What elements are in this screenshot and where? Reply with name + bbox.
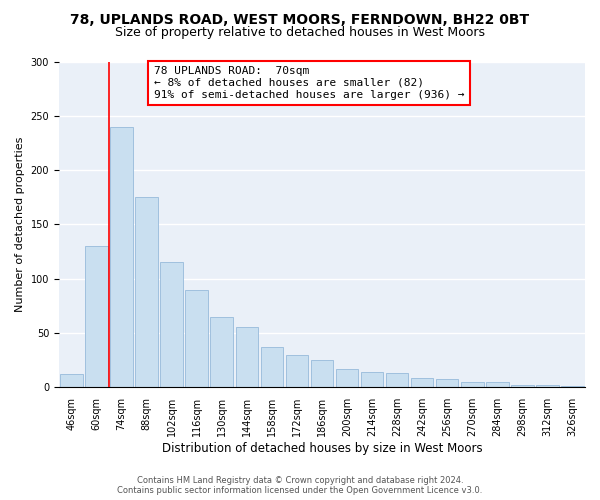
Bar (411, 378, 433, 388)
Bar (536, 385, 559, 388)
Bar (386, 373, 409, 388)
Bar (311, 360, 333, 388)
Bar (85, 246, 108, 388)
Bar (286, 355, 308, 388)
Bar (461, 382, 484, 388)
Text: 78, UPLANDS ROAD, WEST MOORS, FERNDOWN, BH22 0BT: 78, UPLANDS ROAD, WEST MOORS, FERNDOWN, … (70, 12, 530, 26)
X-axis label: Distribution of detached houses by size in West Moors: Distribution of detached houses by size … (161, 442, 482, 455)
Bar (185, 290, 208, 388)
Bar (110, 126, 133, 388)
Bar (436, 378, 458, 388)
Bar (60, 374, 83, 388)
Bar (136, 198, 158, 388)
Bar (236, 326, 258, 388)
Text: Size of property relative to detached houses in West Moors: Size of property relative to detached ho… (115, 26, 485, 39)
Bar (561, 386, 584, 388)
Bar (211, 316, 233, 388)
Text: Contains HM Land Registry data © Crown copyright and database right 2024.
Contai: Contains HM Land Registry data © Crown c… (118, 476, 482, 495)
Bar (260, 347, 283, 388)
Bar (361, 372, 383, 388)
Bar (336, 369, 358, 388)
Bar (486, 382, 509, 388)
Bar (160, 262, 183, 388)
Text: 78 UPLANDS ROAD:  70sqm
← 8% of detached houses are smaller (82)
91% of semi-det: 78 UPLANDS ROAD: 70sqm ← 8% of detached … (154, 66, 464, 100)
Y-axis label: Number of detached properties: Number of detached properties (15, 136, 25, 312)
Bar (511, 385, 533, 388)
